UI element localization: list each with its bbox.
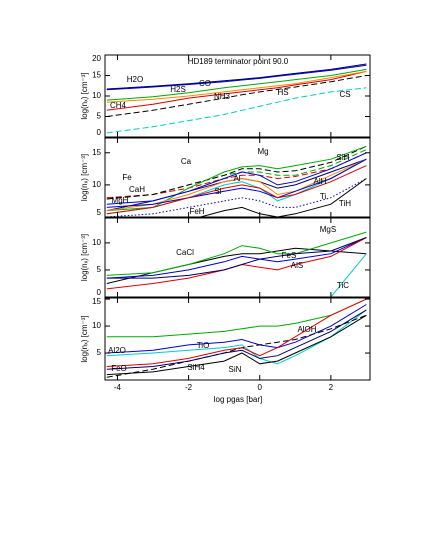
curve-label: CaH (129, 185, 145, 194)
curve-label: Fe (122, 173, 132, 182)
frame (104, 217, 371, 298)
curve-label: FeH (189, 207, 204, 216)
line (106, 298, 367, 338)
curve-label: CS (339, 90, 350, 99)
curve-label: CH4 (110, 101, 127, 110)
chart-title: HD189 terminator point 90.0 (188, 57, 289, 66)
curve-label: FeS (282, 251, 297, 260)
curve-label: AlOH (297, 325, 316, 334)
line (106, 237, 367, 279)
curve-label: Ca (181, 157, 192, 166)
curve-label: TiO (197, 341, 210, 350)
y-axis-label: log(nₓ) [cm⁻³] (80, 234, 89, 281)
x-axis-label: log pgas [bar] (214, 395, 262, 404)
curve-label: H2O (127, 75, 143, 84)
curve-label: Si (214, 187, 221, 196)
y-tick-label: 10 (92, 180, 101, 189)
curve-label: CO (199, 79, 211, 88)
curve-label: NH3 (214, 92, 231, 101)
line (106, 158, 367, 208)
line (106, 145, 367, 212)
curve-label: FeO (111, 364, 127, 373)
line (106, 237, 367, 279)
line (106, 165, 367, 215)
y-tick-label: 15 (92, 148, 101, 157)
y-tick-label: 10 (92, 91, 101, 100)
x-tick-label: 2 (329, 383, 334, 392)
line (106, 87, 367, 134)
y-tick-label: 5 (97, 208, 102, 217)
curve-label: Ti (320, 192, 327, 201)
line (106, 64, 367, 91)
curve-label: SiN (229, 365, 242, 374)
line (106, 314, 367, 378)
line (106, 75, 367, 117)
x-tick-label: -2 (185, 383, 193, 392)
curve-label: H2S (170, 85, 186, 94)
y-axis-label: log(nₓ) [cm⁻³] (80, 72, 89, 119)
x-tick-label: 0 (258, 383, 263, 392)
line (106, 178, 367, 217)
line (106, 70, 367, 111)
line (106, 68, 367, 101)
y-tick-label: 5 (97, 112, 102, 121)
y-tick-label: 0 (97, 288, 102, 297)
y-tick-label: 15 (92, 297, 101, 306)
line (106, 231, 367, 276)
frame (104, 54, 371, 138)
curve-label: AlS (291, 261, 303, 270)
y-axis-label: log(nₓ) [cm⁻³] (80, 154, 89, 201)
y-tick-label: 15 (92, 71, 101, 80)
plot-area (106, 298, 367, 378)
curve-label: SiH4 (187, 363, 205, 372)
line (106, 152, 367, 205)
line (327, 253, 367, 297)
y-tick-label: 0 (97, 128, 102, 137)
line (106, 158, 367, 212)
curve-label: HS (277, 88, 288, 97)
y-axis-label: log(nₓ) [cm⁻³] (80, 315, 89, 362)
plot-area (106, 231, 367, 297)
line (106, 298, 367, 367)
curve-label: TiH (339, 199, 351, 208)
line (106, 309, 367, 370)
y-tick-label: 20 (92, 54, 101, 63)
curve-label: MgH (112, 196, 129, 205)
line (106, 70, 367, 103)
curve-label: Al (233, 174, 240, 183)
line (106, 314, 367, 376)
curve-label: MgS (320, 225, 336, 234)
curve-label: CaCl (176, 248, 194, 257)
y-tick-label: 5 (97, 348, 102, 357)
curve-label: Mg (257, 147, 268, 156)
y-tick-label: 5 (97, 265, 102, 274)
y-tick-label: 10 (92, 321, 101, 330)
line (106, 145, 367, 200)
line (106, 63, 367, 90)
line (106, 152, 367, 199)
frame (104, 297, 371, 381)
plot-area (106, 63, 367, 134)
line (106, 237, 367, 290)
x-tick-label: -4 (114, 383, 122, 392)
curve-label: Al2O (108, 346, 126, 355)
curve-label: AlH (314, 177, 327, 186)
curve-label: SiH (337, 153, 350, 162)
line (198, 178, 367, 217)
frame (104, 137, 371, 218)
plot-area (106, 145, 367, 217)
curve-label: TiC (337, 281, 349, 290)
y-tick-label: 10 (92, 238, 101, 247)
